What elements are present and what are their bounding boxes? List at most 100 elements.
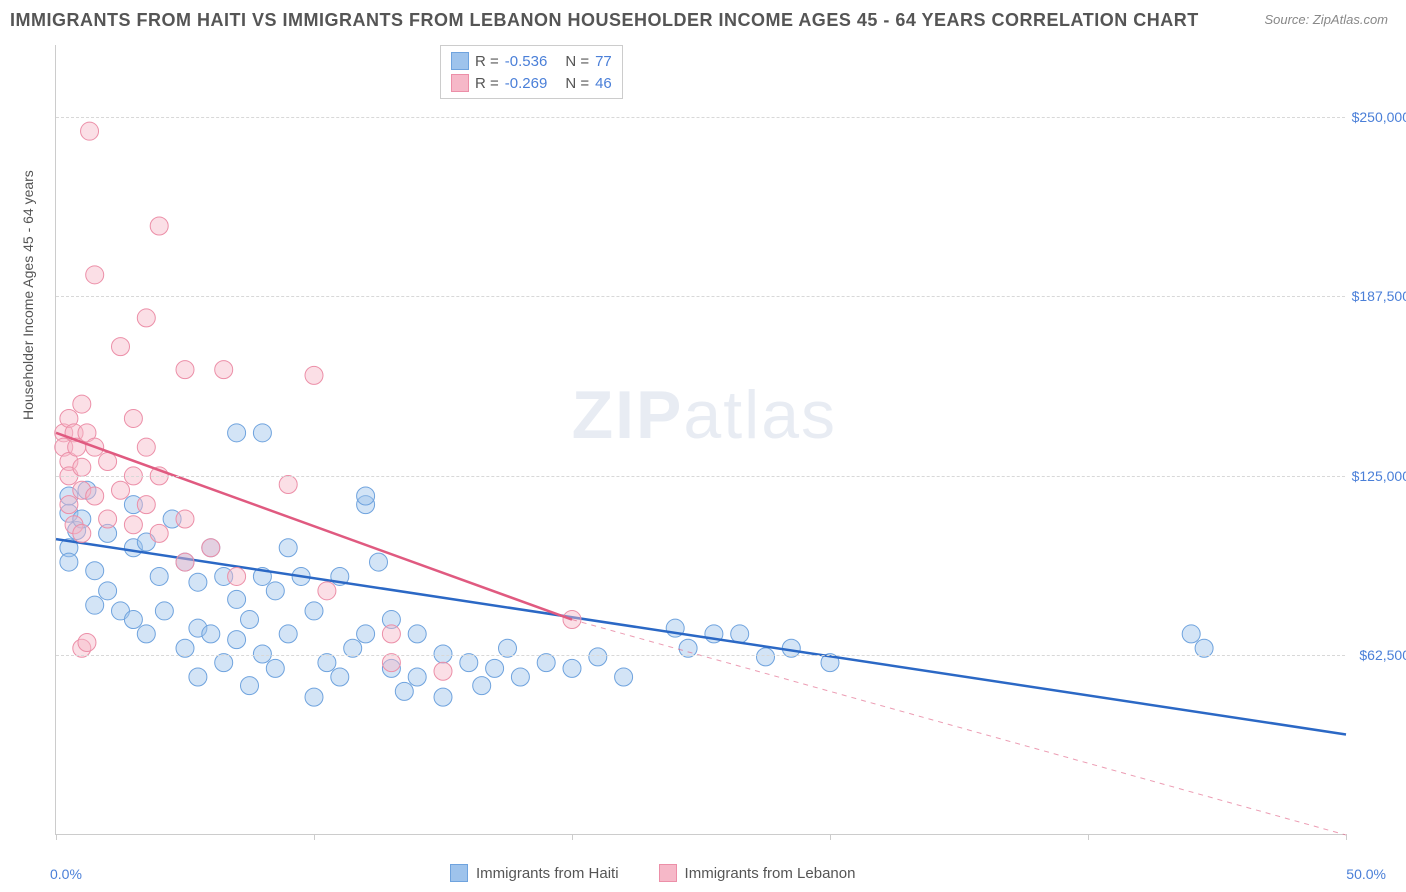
scatter-point	[176, 510, 194, 528]
gridline-h	[56, 117, 1345, 118]
y-tick-label: $125,000	[1350, 468, 1406, 484]
scatter-point	[73, 458, 91, 476]
scatter-point	[99, 510, 117, 528]
legend-n-label: N =	[565, 75, 589, 92]
y-axis-label: Householder Income Ages 45 - 64 years	[20, 170, 36, 420]
scatter-point	[112, 481, 130, 499]
series-name: Immigrants from Lebanon	[685, 865, 856, 882]
scatter-point	[318, 582, 336, 600]
scatter-point	[357, 625, 375, 643]
x-tick	[1346, 834, 1347, 840]
scatter-point	[370, 553, 388, 571]
scatter-point	[73, 395, 91, 413]
scatter-point	[757, 648, 775, 666]
x-axis-max-label: 50.0%	[1346, 866, 1386, 882]
scatter-point	[228, 567, 246, 585]
legend-r-value: -0.536	[505, 53, 548, 70]
scatter-point	[176, 553, 194, 571]
legend-swatch	[451, 52, 469, 70]
gridline-h	[56, 476, 1345, 477]
scatter-point	[81, 122, 99, 140]
series-legend-item: Immigrants from Haiti	[450, 864, 619, 882]
trend-line-dashed	[572, 620, 1346, 835]
x-tick	[572, 834, 573, 840]
chart-title: IMMIGRANTS FROM HAITI VS IMMIGRANTS FROM…	[10, 10, 1199, 31]
scatter-point	[228, 424, 246, 442]
scatter-point	[486, 659, 504, 677]
scatter-point	[228, 590, 246, 608]
series-name: Immigrants from Haiti	[476, 865, 619, 882]
y-tick-label: $250,000	[1350, 109, 1406, 125]
scatter-point	[305, 366, 323, 384]
scatter-point	[473, 677, 491, 695]
scatter-point	[615, 668, 633, 686]
scatter-point	[215, 361, 233, 379]
scatter-point	[279, 476, 297, 494]
scatter-point	[124, 516, 142, 534]
scatter-point	[331, 668, 349, 686]
scatter-point	[731, 625, 749, 643]
scatter-point	[408, 625, 426, 643]
legend-n-value: 46	[595, 75, 612, 92]
scatter-point	[434, 688, 452, 706]
legend-r-label: R =	[475, 75, 499, 92]
scatter-point	[511, 668, 529, 686]
scatter-point	[99, 582, 117, 600]
scatter-point	[60, 553, 78, 571]
scatter-point	[202, 625, 220, 643]
scatter-point	[176, 361, 194, 379]
scatter-point	[86, 487, 104, 505]
legend-row: R = -0.536 N = 77	[451, 50, 612, 72]
y-tick-label: $62,500	[1350, 647, 1406, 663]
scatter-point	[86, 562, 104, 580]
scatter-point	[382, 625, 400, 643]
scatter-point	[150, 217, 168, 235]
scatter-point	[589, 648, 607, 666]
scatter-point	[408, 668, 426, 686]
scatter-point	[305, 688, 323, 706]
x-tick	[1088, 834, 1089, 840]
scatter-point	[395, 682, 413, 700]
y-tick-label: $187,500	[1350, 288, 1406, 304]
legend-r-value: -0.269	[505, 75, 548, 92]
legend-n-value: 77	[595, 53, 612, 70]
scatter-point	[357, 487, 375, 505]
scatter-point	[434, 662, 452, 680]
source-attribution: Source: ZipAtlas.com	[1264, 12, 1388, 27]
scatter-point	[78, 634, 96, 652]
legend-swatch	[451, 74, 469, 92]
series-legend-item: Immigrants from Lebanon	[659, 864, 856, 882]
scatter-point	[241, 677, 259, 695]
scatter-point	[228, 631, 246, 649]
x-axis-min-label: 0.0%	[50, 866, 82, 882]
scatter-point	[279, 539, 297, 557]
scatter-point	[155, 602, 173, 620]
scatter-point	[137, 496, 155, 514]
scatter-point	[241, 611, 259, 629]
scatter-point	[266, 582, 284, 600]
scatter-point	[434, 645, 452, 663]
scatter-point	[99, 453, 117, 471]
correlation-legend: R = -0.536 N = 77 R = -0.269 N = 46	[440, 45, 623, 99]
scatter-point	[563, 659, 581, 677]
scatter-point	[124, 611, 142, 629]
legend-swatch	[659, 864, 677, 882]
scatter-point	[1182, 625, 1200, 643]
scatter-point	[112, 338, 130, 356]
series-legend: Immigrants from Haiti Immigrants from Leb…	[450, 864, 855, 882]
scatter-point	[137, 625, 155, 643]
gridline-h	[56, 655, 1345, 656]
legend-r-label: R =	[475, 53, 499, 70]
scatter-point	[305, 602, 323, 620]
legend-swatch	[450, 864, 468, 882]
plot-area: ZIPatlas $62,500$125,000$187,500$250,000	[55, 45, 1345, 835]
scatter-point	[60, 496, 78, 514]
scatter-point	[253, 645, 271, 663]
legend-n-label: N =	[565, 53, 589, 70]
x-tick	[314, 834, 315, 840]
x-tick	[830, 834, 831, 840]
trend-line	[56, 539, 1346, 734]
scatter-point	[202, 539, 220, 557]
scatter-point	[137, 438, 155, 456]
scatter-point	[189, 573, 207, 591]
